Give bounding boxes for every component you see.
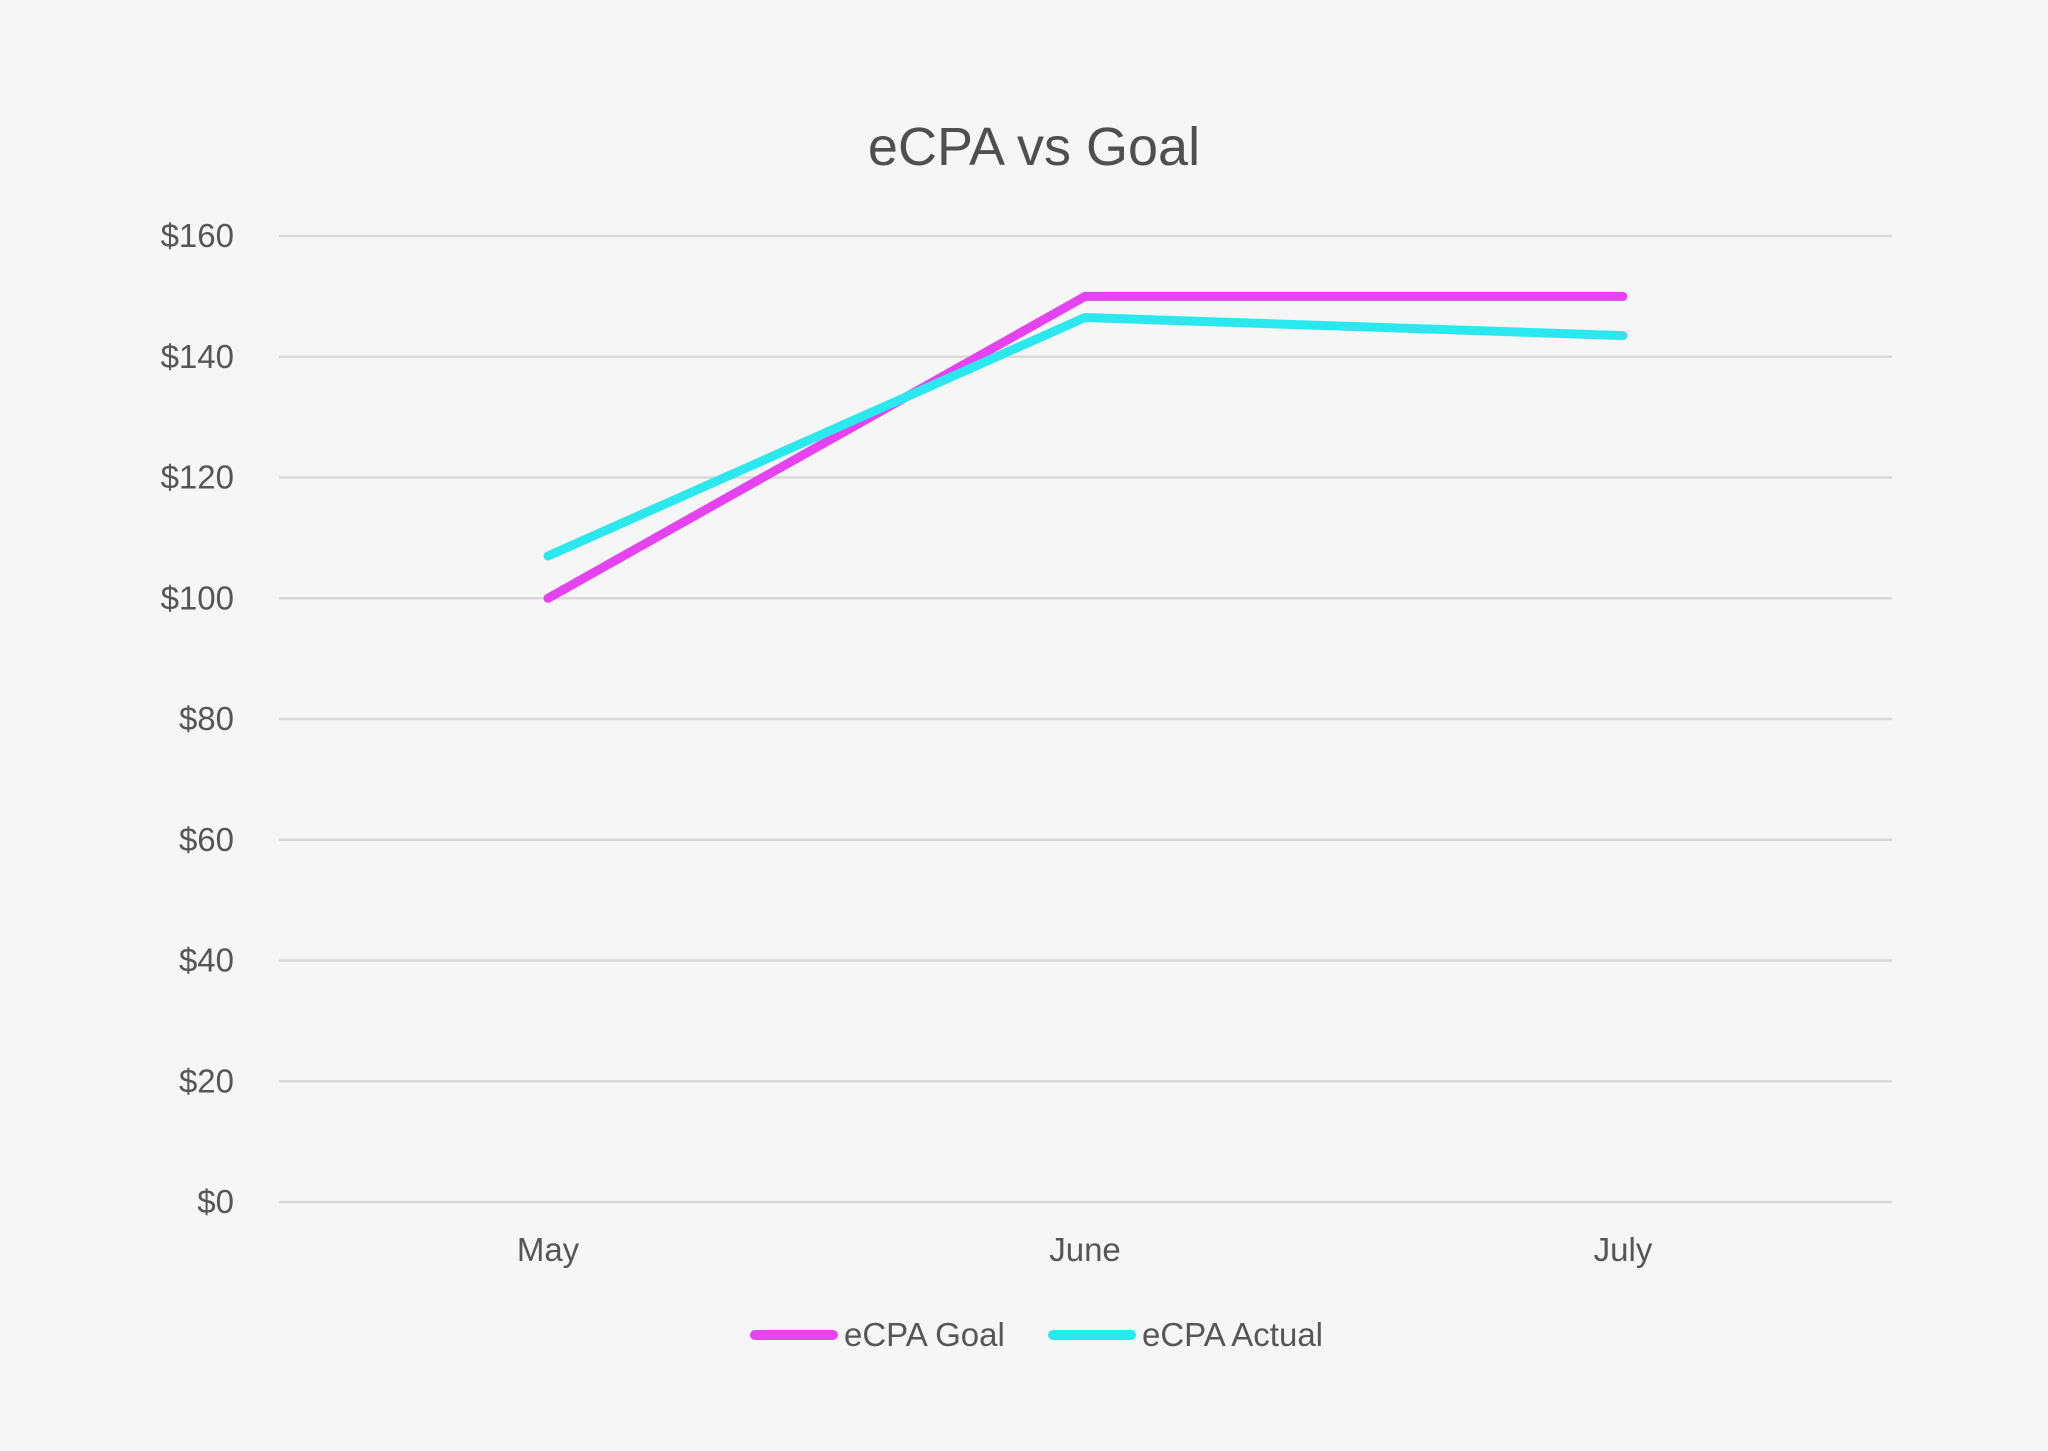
x-tick-label: June — [1049, 1231, 1121, 1268]
y-tick-label: $140 — [161, 338, 234, 375]
x-axis: May June July — [517, 1231, 1653, 1268]
y-tick-label: $0 — [197, 1183, 234, 1220]
gridlines — [279, 234, 1892, 1204]
legend: eCPA Goal eCPA Actual — [750, 1316, 1323, 1353]
y-tick-label: $80 — [179, 700, 234, 737]
y-tick-label: $40 — [179, 942, 234, 979]
legend-label: eCPA Goal — [844, 1316, 1005, 1353]
legend-item-ecpa-actual: eCPA Actual — [1048, 1316, 1323, 1353]
x-tick-label: July — [1594, 1231, 1653, 1268]
y-tick-label: $160 — [161, 217, 234, 254]
series-line-ecpa-goal — [543, 291, 1628, 603]
x-tick-label: May — [517, 1231, 580, 1268]
y-axis: $0 $20 $40 $60 $80 $100 $120 $140 $160 — [161, 217, 234, 1220]
legend-label: eCPA Actual — [1142, 1316, 1323, 1353]
series-lines — [543, 291, 1628, 603]
chart-title: eCPA vs Goal — [868, 117, 1200, 177]
legend-item-ecpa-goal: eCPA Goal — [750, 1316, 1005, 1353]
y-tick-label: $100 — [161, 579, 234, 616]
series-line-ecpa-actual — [543, 313, 1628, 561]
y-tick-label: $20 — [179, 1062, 234, 1099]
y-tick-label: $120 — [161, 459, 234, 496]
y-tick-label: $60 — [179, 821, 234, 858]
